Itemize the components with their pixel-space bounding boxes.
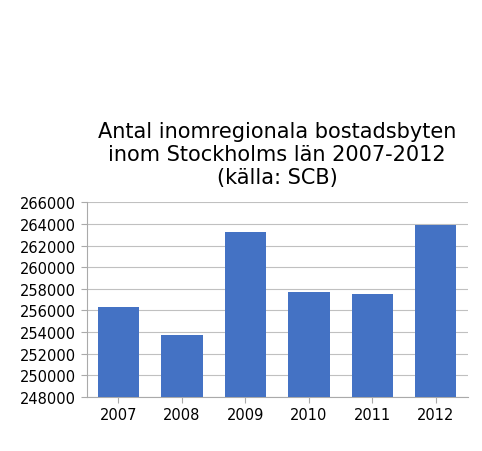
Bar (352, 295, 393, 451)
Bar (415, 226, 456, 451)
Bar (98, 308, 139, 451)
Title: Antal inomregionala bostadsbyten
inom Stockholms län 2007-2012
(källa: SCB): Antal inomregionala bostadsbyten inom St… (98, 121, 456, 188)
Bar (161, 336, 202, 451)
Bar (288, 292, 330, 451)
Bar (225, 232, 266, 451)
